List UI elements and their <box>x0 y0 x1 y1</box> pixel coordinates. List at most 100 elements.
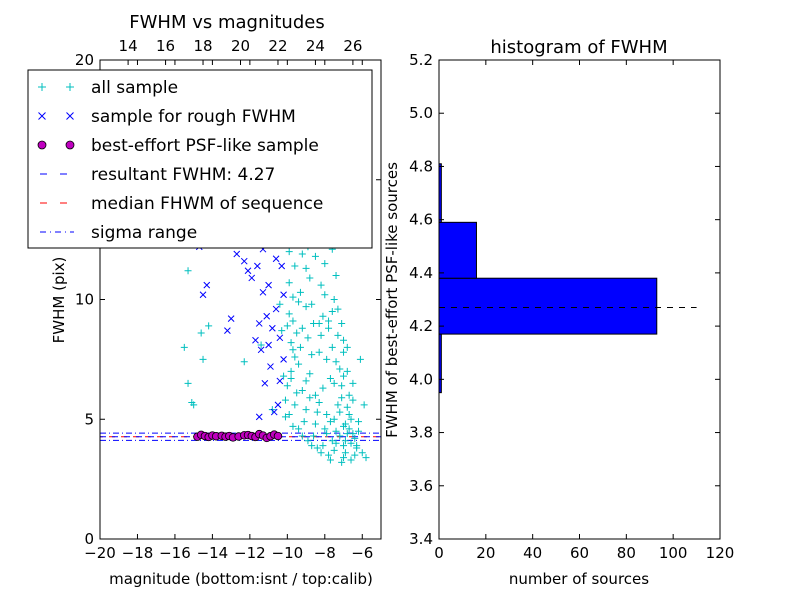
all-sample-point <box>347 439 355 447</box>
x-tick-label: 60 <box>570 544 589 562</box>
all-sample-point <box>205 322 213 330</box>
rough-sample-point <box>270 408 278 416</box>
rough-sample-point <box>254 262 261 270</box>
all-sample-point <box>315 348 323 356</box>
x-tick-label: −16 <box>159 544 191 562</box>
rough-sample-point <box>244 267 252 275</box>
all-sample-point <box>341 449 349 457</box>
all-sample-point <box>340 442 348 450</box>
histogram-title: histogram of FWHM <box>490 37 667 58</box>
scatter-legend: all sample sample for rough FWHM best-effo… <box>27 69 373 249</box>
rough-sample-point <box>265 341 272 349</box>
y-tick-label: 5 <box>84 410 94 428</box>
histogram-y-label: FWHM of best-effort PSF-like sources <box>383 162 401 438</box>
all-sample-point <box>311 391 319 399</box>
all-sample-point <box>338 319 346 327</box>
histogram-y-ticks: 3.4 3.6 3.8 4.0 4.2 4.4 4.6 4.8 5.0 5.2 <box>409 51 720 548</box>
legend-label: all sample <box>91 78 178 98</box>
all-sample-point <box>343 403 351 411</box>
legend-box <box>27 69 373 249</box>
y-tick-label: 4.6 <box>409 211 433 229</box>
x-tick-label: 120 <box>706 544 735 562</box>
all-sample-point <box>332 439 340 447</box>
all-sample-point <box>341 437 349 445</box>
all-sample-point <box>345 391 353 399</box>
all-sample-point <box>323 410 331 418</box>
all-sample-point <box>326 456 334 464</box>
rough-sample-point <box>224 327 231 334</box>
all-sample-point <box>283 382 291 390</box>
all-sample-point <box>332 427 340 435</box>
rough-sample-point <box>280 356 287 363</box>
all-sample-point <box>353 442 361 450</box>
all-sample-point <box>199 355 207 363</box>
top-x-tick-label: 20 <box>231 37 250 55</box>
all-sample-point <box>289 293 297 301</box>
legend-label: median FHWM of sequence <box>91 194 323 214</box>
all-sample-point <box>283 322 291 330</box>
all-sample-point <box>347 415 355 423</box>
rough-sample-point <box>280 291 287 299</box>
legend-entry: median FHWM of sequence <box>40 194 323 214</box>
all-sample-point <box>325 317 333 325</box>
rough-sample-point <box>252 336 259 344</box>
all-sample-point <box>287 367 295 375</box>
all-sample-point <box>325 324 333 332</box>
all-sample-point <box>319 442 327 450</box>
y-tick-label: 5.2 <box>409 51 433 69</box>
histogram-bar <box>439 277 658 335</box>
all-sample-point <box>345 410 353 418</box>
all-sample-point <box>298 250 306 258</box>
all-sample-point <box>276 300 284 308</box>
all-sample-point <box>308 351 316 359</box>
y-tick-label: 4.4 <box>409 264 433 282</box>
all-sample-point <box>321 260 329 268</box>
all-sample-point <box>340 422 348 430</box>
all-sample-point <box>356 355 364 363</box>
all-sample-point <box>325 451 333 459</box>
all-sample-point <box>351 451 359 459</box>
all-sample-point <box>315 319 323 327</box>
all-sample-point <box>289 422 297 430</box>
y-tick-label: 4.0 <box>409 370 433 388</box>
all-sample-point <box>317 449 325 457</box>
all-sample-point <box>311 252 319 260</box>
all-sample-point <box>326 418 334 426</box>
all-sample-point <box>323 430 331 438</box>
all-sample-point <box>300 418 308 426</box>
all-sample-point <box>330 446 338 454</box>
psf-sample-point <box>273 431 283 441</box>
all-sample-point <box>347 456 355 464</box>
x-tick-label: −8 <box>314 544 336 562</box>
all-sample-point <box>304 437 312 445</box>
all-sample-point <box>336 365 344 373</box>
all-sample-point <box>362 454 370 462</box>
legend-entry: all sample <box>38 78 178 98</box>
all-sample-point <box>328 437 336 445</box>
rough-sample-point <box>267 363 274 370</box>
legend-label: sample for rough FWHM <box>91 107 296 127</box>
legend-label: resultant FWHM: 4.27 <box>91 165 275 185</box>
x-tick-label: −12 <box>234 544 266 562</box>
all-sample-point <box>293 389 301 397</box>
all-sample-point <box>304 334 312 342</box>
top-x-tick-label: 14 <box>119 37 138 55</box>
y-tick-label: 0 <box>84 530 94 548</box>
top-x-tick-label: 24 <box>306 37 325 55</box>
all-sample-point <box>295 425 303 433</box>
rough-sample-point <box>272 305 280 313</box>
all-sample-point <box>285 248 293 256</box>
all-sample-point <box>180 343 188 351</box>
all-sample-point <box>302 303 310 311</box>
legend-entry: sample for rough FWHM <box>38 107 296 127</box>
all-sample-point <box>340 348 348 356</box>
rough-sample-point <box>274 401 282 409</box>
legend-marker <box>66 112 74 120</box>
all-sample-point <box>287 375 295 383</box>
all-sample-point <box>302 406 310 414</box>
x-tick-label: −20 <box>84 544 116 562</box>
x-tick-label: 100 <box>659 544 688 562</box>
scatter-top-x-ticks: 14 16 18 20 22 24 26 <box>119 37 362 65</box>
scatter-title: FWHM vs magnitudes <box>129 12 324 33</box>
